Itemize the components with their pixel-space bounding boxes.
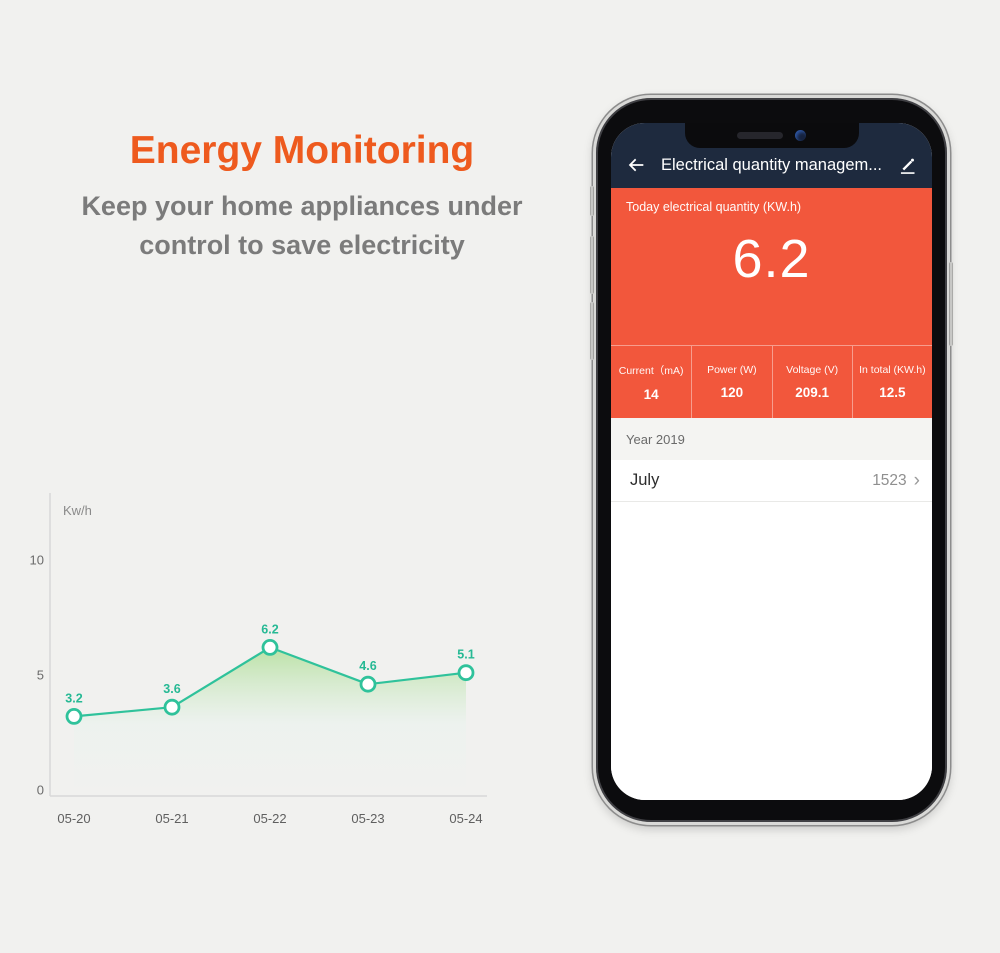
power-button xyxy=(949,262,953,346)
hero-section: Energy Monitoring Keep your home applian… xyxy=(40,128,564,265)
stat-current: Current（mA) 14 xyxy=(611,346,691,418)
x-tick-label: 05-24 xyxy=(449,811,482,826)
chart-canvas: Kw/h 0 5 10 05-20 05-21 05-22 05-23 05-24 3.2 3.6 6… xyxy=(30,493,487,826)
stat-power: Power (W) 120 xyxy=(691,346,771,418)
data-point-label: 5.1 xyxy=(457,648,474,662)
y-tick-label: 5 xyxy=(37,668,44,683)
data-point xyxy=(359,675,377,693)
stat-voltage-value: 209.1 xyxy=(795,385,830,400)
x-tick-label: 05-23 xyxy=(351,811,384,826)
pencil-icon xyxy=(900,158,914,174)
year-label: Year 2019 xyxy=(626,431,685,447)
page-header-title: Electrical quantity managem... xyxy=(660,155,883,174)
edit-button[interactable] xyxy=(895,153,919,177)
volume-down-button xyxy=(590,302,594,360)
stat-voltage-label: Voltage (V) xyxy=(786,364,839,376)
month-row[interactable]: July 1523 › xyxy=(611,460,932,502)
page-title: Energy Monitoring xyxy=(129,129,475,172)
stat-current-value: 14 xyxy=(643,386,659,402)
volume-up-button xyxy=(590,236,594,294)
y-tick-label: 0 xyxy=(37,783,44,798)
back-button[interactable] xyxy=(624,153,648,177)
mute-switch xyxy=(590,186,594,216)
data-point-label: 3.2 xyxy=(65,691,82,705)
nav-bar: Electrical quantity managem... xyxy=(611,146,932,188)
month-value: 1523 xyxy=(872,471,907,489)
data-point-label: 4.6 xyxy=(359,659,376,673)
stat-power-value: 120 xyxy=(720,385,744,400)
year-row: Year 2019 xyxy=(611,418,932,460)
notch xyxy=(684,123,859,148)
speaker-grille xyxy=(737,132,783,139)
stat-total-label: In total (KW.h) xyxy=(859,364,926,376)
arrow-left-icon xyxy=(628,158,644,172)
screen-empty-area xyxy=(611,502,932,800)
x-tick-label: 05-22 xyxy=(253,811,286,826)
energy-line-chart: Kw/h 0 5 10 05-20 05-21 05-22 05-23 05-24 3.2 3.6 6… xyxy=(30,485,510,845)
stat-voltage: Voltage (V) 209.1 xyxy=(771,346,852,418)
stat-current-label: Current（mA) xyxy=(618,364,684,377)
stat-total-value: 12.5 xyxy=(879,385,906,400)
data-point xyxy=(65,707,83,725)
page-subtitle: Keep your home appliances under control … xyxy=(81,191,523,260)
today-quantity-panel: Today electrical quantity (KW.h) 6.2 xyxy=(611,188,932,345)
today-quantity-value: 6.2 xyxy=(732,229,811,289)
stat-power-label: Power (W) xyxy=(707,364,757,376)
data-point-label: 6.2 xyxy=(261,622,278,636)
stat-total: In total (KW.h) 12.5 xyxy=(851,346,932,418)
stats-panel: Current（mA) 14 Power (W) 120 Voltage (V)… xyxy=(611,345,932,418)
data-point xyxy=(457,664,475,682)
month-label: July xyxy=(630,471,660,489)
chevron-right-icon: › xyxy=(913,470,920,491)
phone-mockup: Electrical quantity managem... Today ele… xyxy=(590,95,953,825)
area-fill xyxy=(74,647,466,788)
phone-screen: Electrical quantity managem... Today ele… xyxy=(611,123,932,800)
data-point-label: 3.6 xyxy=(163,682,180,696)
data-point xyxy=(163,698,181,716)
x-tick-label: 05-20 xyxy=(57,811,90,826)
x-tick-label: 05-21 xyxy=(155,811,188,826)
front-camera xyxy=(795,130,806,141)
y-axis-unit-label: Kw/h xyxy=(63,503,92,518)
today-quantity-label: Today electrical quantity (KW.h) xyxy=(626,200,802,214)
data-point xyxy=(261,638,279,656)
y-tick-label: 10 xyxy=(30,553,44,568)
